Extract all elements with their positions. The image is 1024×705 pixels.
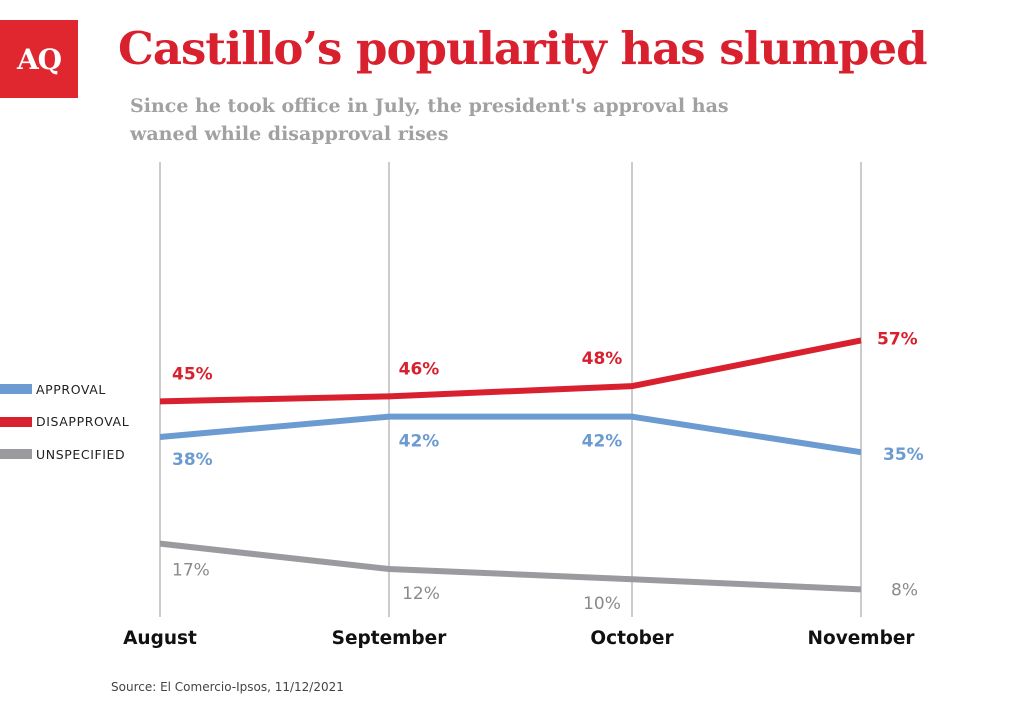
legend-swatch-unspecified xyxy=(0,449,32,460)
legend-item-unspecified: UNSPECIFIED xyxy=(0,438,129,471)
legend-item-disapproval: DISAPPROVAL xyxy=(0,406,129,439)
legend-swatch-disapproval xyxy=(0,416,32,427)
legend-label-approval: APPROVAL xyxy=(36,381,106,397)
data-label-approval-september: 42% xyxy=(399,432,440,452)
data-label-unspecified-october: 10% xyxy=(583,594,621,614)
x-tick-october: October xyxy=(590,628,674,649)
x-tick-november: November xyxy=(808,628,916,649)
legend-item-approval: APPROVAL xyxy=(0,373,129,406)
data-label-disapproval-october: 48% xyxy=(582,349,623,369)
data-label-unspecified-august: 17% xyxy=(172,561,210,581)
data-label-approval-august: 38% xyxy=(172,450,213,470)
legend-label-disapproval: DISAPPROVAL xyxy=(36,414,130,430)
data-label-disapproval-august: 45% xyxy=(172,364,213,384)
x-tick-september: September xyxy=(332,628,448,649)
data-label-disapproval-september: 46% xyxy=(399,359,440,379)
x-tick-august: August xyxy=(123,628,197,649)
series-line-disapproval xyxy=(159,337,862,405)
chart-subtitle: Since he took office in July, the presid… xyxy=(130,95,729,145)
series-line-approval xyxy=(159,413,862,456)
data-label-approval-october: 42% xyxy=(582,432,623,452)
data-label-disapproval-november: 57% xyxy=(877,329,918,349)
data-label-unspecified-september: 12% xyxy=(402,584,440,604)
legend-label-unspecified: UNSPECIFIED xyxy=(36,446,126,462)
chart-title: Castillo’s popularity has slumped xyxy=(118,22,928,75)
series-line-unspecified xyxy=(159,540,862,593)
legend: APPROVAL DISAPPROVAL UNSPECIFIED xyxy=(0,373,129,471)
data-label-approval-november: 35% xyxy=(883,445,924,465)
aq-logo: AQ xyxy=(0,20,78,98)
data-label-unspecified-november: 8% xyxy=(891,580,918,600)
source-note: Source: El Comercio-Ipsos, 11/12/2021 xyxy=(111,680,344,694)
legend-swatch-approval xyxy=(0,384,32,395)
